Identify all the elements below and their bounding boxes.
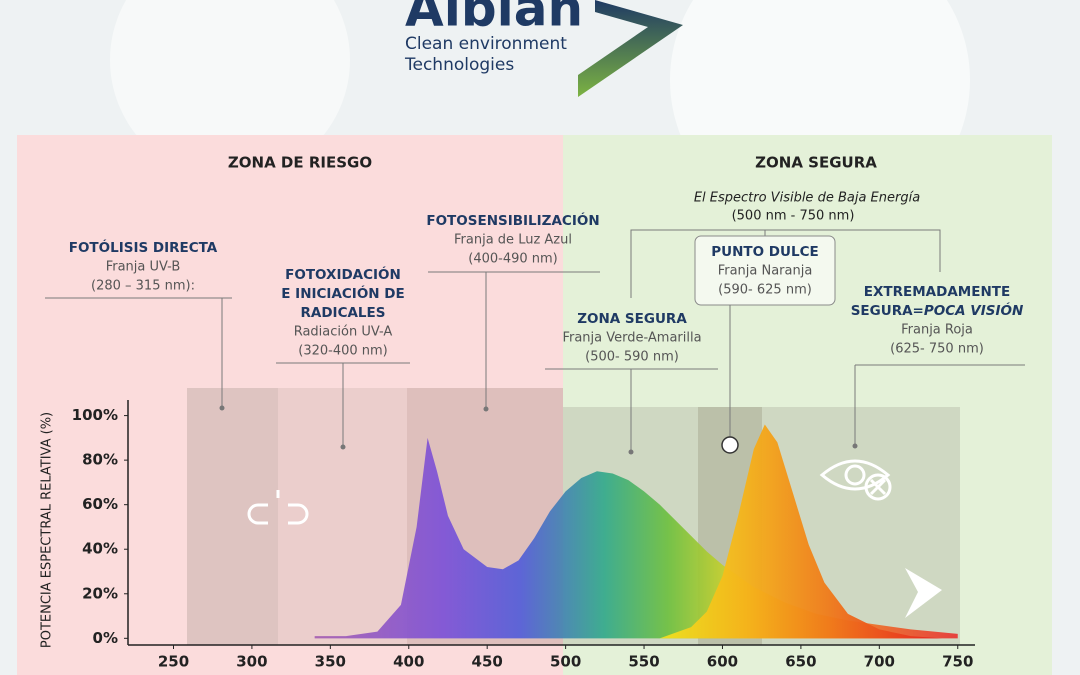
area-fill	[659, 424, 943, 639]
logo-mark	[578, 0, 683, 97]
y-tick-label: 40%	[82, 540, 118, 558]
logo-tagline: Clean environment	[405, 34, 567, 54]
annotation-text: (590- 625 nm)	[718, 283, 812, 298]
zone-title: ZONA SEGURA	[755, 154, 877, 172]
y-tick-label: 60%	[82, 495, 118, 513]
connectors	[45, 229, 1025, 455]
x-tick-label: 550	[628, 653, 659, 671]
x-tick-label: 250	[158, 653, 189, 671]
annotation-text: Franja de Luz Azul	[454, 233, 572, 248]
spectrum-title: El Espectro Visible de Baja Energía	[694, 191, 920, 206]
y-tick-label: 20%	[82, 584, 118, 602]
annotation-title: RADICALES	[301, 305, 386, 321]
x-tick-label: 300	[236, 653, 267, 671]
annotation-title: ZONA SEGURA	[577, 311, 687, 327]
annotation-text: (500- 590 nm)	[585, 350, 679, 365]
annotation-title: E INICIACIÓN DE	[281, 284, 404, 302]
x-tick-label: 750	[942, 653, 973, 671]
annotation-text: Franja Naranja	[718, 264, 813, 279]
annotation-text: (400-490 nm)	[468, 252, 558, 267]
annotation-text: (280 – 315 nm):	[91, 279, 195, 294]
y-tick-label: 100%	[72, 406, 118, 424]
x-tick-label: 450	[472, 653, 503, 671]
y-tick-label: 0%	[93, 629, 118, 647]
annotation-emphasis: POCA VISIÓN	[924, 301, 1024, 319]
annotation-title: EXTREMADAMENTE	[864, 284, 1010, 300]
annotation-text: (320-400 nm)	[298, 344, 388, 359]
spectrum-range: (500 nm - 750 nm)	[732, 209, 855, 224]
annotations: FOTÓLISIS DIRECTA Franja UV-B (280 – 315 n…	[69, 211, 1024, 365]
x-tick-label: 400	[393, 653, 424, 671]
y-tick-label: 80%	[82, 451, 118, 469]
annotation-text: Franja UV-B	[106, 260, 181, 275]
x-tick-label: 350	[315, 653, 346, 671]
background	[17, 0, 1052, 675]
icons	[247, 459, 942, 618]
annotation-text: Franja Verde-Amarilla	[562, 331, 701, 346]
logo-tagline: Technologies	[404, 55, 514, 75]
annotation-text: Franja Roja	[901, 323, 973, 338]
logo: Albian Clean environment Technologies	[404, 0, 683, 97]
annotation-title: FOTOSENSIBILIZACIÓN	[426, 211, 599, 229]
annotation-title: SEGURA=	[851, 303, 924, 319]
logo-name: Albian	[405, 0, 583, 38]
x-tick-label: 700	[864, 653, 895, 671]
annotation-title: FOTÓLISIS DIRECTA	[69, 238, 218, 256]
x-tick-label: 650	[785, 653, 816, 671]
x-tick-label: 500	[550, 653, 581, 671]
annotation-text: (625- 750 nm)	[890, 342, 984, 357]
annotation-text: Radiación UV-A	[294, 325, 393, 340]
plot: 0% 20% 40% 60% 80% 100% 250 300 350 400 450 500 550 6…	[72, 400, 975, 671]
x-tick-label: 600	[707, 653, 738, 671]
annotation-title: FOTOXIDACIÓN	[285, 265, 401, 283]
y-axis-label: POTENCIA ESPECTRAL RELATIVA (%)	[40, 412, 55, 648]
zone-title: ZONA DE RIESGO	[228, 154, 372, 172]
annotation-title: PUNTO DULCE	[711, 244, 818, 260]
area-fill	[314, 437, 958, 639]
